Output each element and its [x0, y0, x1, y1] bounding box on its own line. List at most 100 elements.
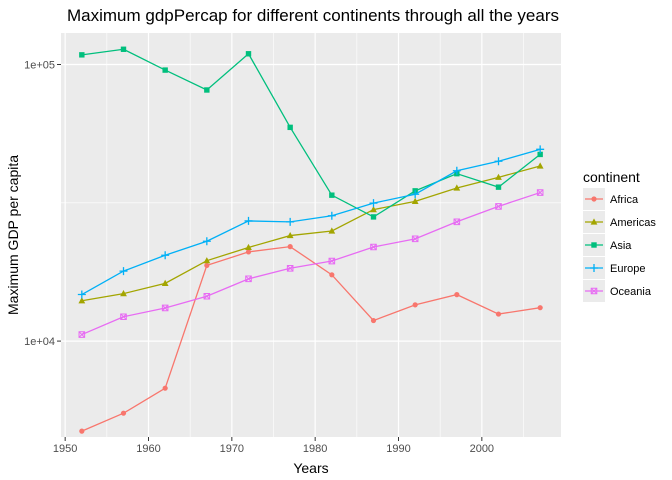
data-point-africa	[370, 317, 377, 324]
data-point-europe	[244, 216, 253, 225]
x-tick-label: 1990	[386, 443, 410, 455]
legend-key-marker	[590, 287, 598, 295]
x-tick-label: 1960	[136, 443, 160, 455]
data-point-europe	[77, 290, 86, 299]
data-point-oceania	[411, 235, 419, 243]
legend-key-marker	[591, 196, 597, 202]
series-line-americas	[81, 165, 541, 302]
data-point-africa	[120, 410, 127, 416]
data-point-europe	[536, 145, 545, 154]
series-line-africa	[81, 245, 541, 432]
data-point-americas	[453, 184, 461, 191]
series-layer	[77, 46, 545, 434]
data-point-americas	[411, 197, 419, 204]
plot-panel	[61, 33, 561, 437]
legend-item-africa: Africa	[583, 188, 639, 210]
y-axis-title: Maximum GDP per capita	[5, 155, 21, 315]
data-point-oceania	[453, 218, 461, 226]
data-point-asia	[79, 52, 85, 58]
chart-title: Maximum gdpPercap for different continen…	[67, 6, 559, 25]
x-tick-label: 1950	[53, 443, 77, 455]
series-europe	[77, 145, 545, 299]
legend-item-asia: Asia	[583, 234, 632, 256]
data-point-americas	[328, 227, 336, 234]
data-point-europe	[286, 217, 295, 226]
data-point-oceania	[203, 292, 211, 300]
data-point-africa	[204, 262, 210, 269]
data-point-africa	[329, 272, 335, 278]
data-point-africa	[412, 302, 418, 308]
data-point-americas	[161, 279, 169, 286]
series-africa	[79, 244, 543, 434]
data-point-asia	[495, 184, 502, 190]
data-point-oceania	[495, 203, 502, 210]
data-point-africa	[537, 305, 543, 311]
data-point-africa	[162, 385, 168, 391]
x-tick-label: 1980	[303, 443, 327, 455]
data-point-americas	[536, 162, 544, 169]
data-point-americas	[370, 205, 377, 213]
legend-title: continent	[583, 169, 640, 185]
legend-key-marker	[590, 218, 598, 225]
y-axis: 1e+04 1e+05	[24, 60, 61, 348]
data-point-americas	[245, 243, 252, 251]
legend-label: Americas	[610, 217, 656, 229]
legend-key-marker	[590, 264, 598, 272]
data-point-oceania	[161, 304, 169, 312]
data-point-asia	[245, 51, 252, 57]
data-point-americas	[495, 173, 502, 180]
data-point-oceania	[536, 189, 544, 196]
legend-label: Africa	[610, 194, 639, 206]
data-point-americas	[120, 290, 127, 297]
x-tick-label: 2000	[470, 443, 494, 455]
data-point-africa	[495, 311, 502, 317]
data-point-africa	[79, 428, 85, 434]
data-point-americas	[78, 297, 86, 304]
legend: continent Africa Americas Asia Europe Oceani…	[583, 169, 656, 302]
series-line-europe	[81, 148, 541, 296]
data-point-americas	[286, 231, 294, 239]
data-point-asia	[120, 46, 127, 52]
series-line-oceania	[81, 191, 541, 336]
data-point-europe	[452, 166, 461, 175]
legend-label: Oceania	[610, 286, 652, 298]
x-axis: 1950 1960 1970 1980 1990 2000	[53, 437, 494, 455]
data-point-oceania	[328, 257, 336, 265]
y-tick-label: 1e+04	[24, 336, 55, 348]
data-point-asia	[204, 87, 210, 93]
data-point-africa	[287, 244, 293, 250]
data-point-oceania	[286, 264, 294, 272]
data-point-oceania	[120, 313, 127, 321]
legend-item-americas: Americas	[583, 211, 656, 233]
data-point-asia	[287, 124, 293, 131]
y-tick-label: 1e+05	[24, 60, 55, 72]
series-line-asia	[81, 48, 541, 218]
grid	[61, 33, 561, 437]
data-point-europe	[411, 190, 420, 199]
data-point-africa	[454, 292, 460, 298]
x-tick-label: 1970	[220, 443, 244, 455]
data-point-oceania	[370, 243, 377, 251]
data-point-asia	[162, 67, 168, 73]
x-axis-title: Years	[293, 460, 328, 476]
data-point-oceania	[78, 331, 86, 338]
data-point-americas	[203, 257, 211, 264]
series-oceania	[78, 189, 544, 338]
data-point-asia	[537, 151, 543, 158]
data-point-europe	[161, 251, 170, 260]
data-point-europe	[494, 157, 503, 166]
data-point-europe	[369, 199, 378, 208]
legend-key-marker	[591, 242, 597, 248]
data-point-europe	[327, 211, 336, 220]
series-asia	[79, 46, 543, 220]
legend-label: Asia	[610, 240, 632, 252]
legend-label: Europe	[610, 263, 645, 275]
legend-item-europe: Europe	[583, 257, 645, 279]
series-americas	[78, 162, 544, 304]
data-point-africa	[245, 249, 252, 255]
data-point-europe	[119, 267, 128, 276]
data-point-asia	[370, 214, 377, 220]
data-point-europe	[202, 237, 211, 246]
data-point-oceania	[245, 275, 252, 283]
